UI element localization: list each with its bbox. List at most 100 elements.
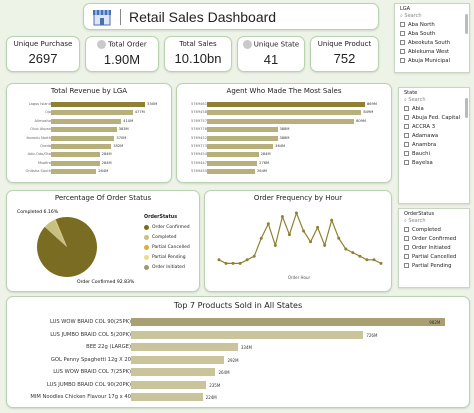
legend-swatch: [144, 234, 149, 240]
checkbox[interactable]: [404, 124, 409, 129]
checkbox[interactable]: [404, 106, 409, 111]
checkbox[interactable]: [404, 245, 409, 250]
bar-value: 388M: [279, 135, 290, 140]
slicer-item-label: Order Initiated: [412, 244, 451, 251]
bar: [207, 135, 278, 141]
checkbox[interactable]: [400, 31, 405, 36]
search-placeholder: Search: [404, 13, 422, 19]
bar: [51, 135, 115, 141]
slicer-item[interactable]: Order Initiated: [399, 243, 469, 252]
bar-label: LUS JUMBO BRAID COL 5(20PK): [50, 331, 131, 338]
bar-row: MIM Noodles Chicken Flavour 17g x 40 224M: [7, 392, 469, 403]
slicer-item-label: Partial Cancelled: [412, 253, 457, 260]
bar-label: 5769458: [190, 110, 207, 115]
checkbox[interactable]: [404, 236, 409, 241]
checkbox[interactable]: [404, 254, 409, 259]
legend-item: Order Initiated: [144, 262, 199, 272]
bar-value: 370M: [116, 135, 127, 140]
search-placeholder: Search: [408, 97, 426, 103]
legend-title: OrderStatus: [144, 215, 178, 220]
bar: [207, 110, 362, 116]
bar-label: Msafiro: [37, 160, 51, 165]
legend-label: Order Initiated: [152, 264, 185, 270]
bar-row: LUS WOW BRAID COL 90(25PK) 982M: [7, 317, 469, 328]
checkbox[interactable]: [404, 133, 409, 138]
chart-order-frequency: Order Frequency by Hour Order Hour: [204, 190, 392, 292]
slicer-item[interactable]: Aba North: [395, 20, 469, 29]
slicer-item[interactable]: Anambra: [399, 140, 469, 149]
bar-row: Ikorodu North 370M: [7, 135, 171, 142]
lga-slicer[interactable]: LGA ⌕ Search Aba North Aba South Abeokuta …: [394, 3, 470, 73]
bar-value: 869M: [367, 102, 377, 106]
kpi-value: 752: [333, 51, 356, 66]
pie-slice: [55, 219, 67, 247]
slicer-item[interactable]: Abuja Municipal: [395, 56, 469, 65]
data-point: [309, 240, 313, 244]
bar-row: 5769455 264M: [177, 168, 391, 175]
data-point: [245, 258, 249, 262]
slicer-item[interactable]: Bayelsa: [399, 158, 469, 167]
legend-swatch: [144, 264, 149, 270]
slicer-search[interactable]: ⌕ Search: [404, 218, 426, 224]
page-title: Retail Sales Dashboard: [129, 8, 277, 25]
slicer-item[interactable]: ACCRA 3: [399, 122, 469, 131]
slicer-item[interactable]: Partial Cancelled: [399, 252, 469, 261]
slicer-item[interactable]: Abuja Fed. Capital: [399, 113, 469, 122]
slicer-scrollbar[interactable]: [465, 14, 468, 34]
slicer-item[interactable]: Bauchi: [399, 149, 469, 158]
slicer-item[interactable]: Partial Pending: [399, 261, 469, 270]
checkbox[interactable]: [400, 49, 405, 54]
bar-row: 5769773 364M: [177, 143, 391, 150]
orderstatus-slicer[interactable]: OrderStatus ⌕ Search Completed Order Conf…: [398, 208, 470, 288]
bar-value: 410M: [123, 118, 134, 123]
state-slicer[interactable]: State ⌕ Search Abia Abuja Fed. Capital ACC…: [398, 87, 470, 204]
bar-row: LUS JUMBO BRAID COL 90(20PK) 235M: [7, 380, 469, 391]
slicer-item[interactable]: Completed: [399, 225, 469, 234]
checkbox[interactable]: [404, 115, 409, 120]
slicer-item[interactable]: Abeokuta South: [395, 38, 469, 47]
bar-row: 5769778 388M: [177, 126, 391, 133]
bar-label: Oredo: [40, 144, 51, 148]
data-point: [287, 233, 291, 237]
bar: [51, 110, 133, 116]
bar: [51, 144, 112, 149]
slicer-item-label: Anambra: [412, 141, 437, 148]
checkbox[interactable]: [400, 40, 405, 45]
bar: [131, 343, 238, 351]
title-card: Retail Sales Dashboard: [83, 3, 379, 30]
slicer-item[interactable]: Order Confirmed: [399, 234, 469, 243]
slicer-scrollbar[interactable]: [465, 98, 468, 118]
store-icon: [93, 9, 111, 25]
bar: [51, 118, 122, 124]
data-point: [252, 254, 256, 258]
bar: [51, 152, 100, 158]
checkbox[interactable]: [404, 142, 409, 147]
legend-item: Completed: [144, 232, 199, 242]
search-placeholder: Search: [408, 218, 426, 224]
slicer-item[interactable]: Adamawa: [399, 131, 469, 140]
checkbox[interactable]: [400, 58, 405, 63]
checkbox[interactable]: [404, 151, 409, 156]
checkbox[interactable]: [400, 22, 405, 27]
bar-label: 5769461: [190, 102, 207, 106]
bar-value: 224M: [205, 395, 217, 400]
bar-label: Ado-Odo/Ota: [27, 152, 51, 157]
slicer-item[interactable]: Ablekuma West: [395, 47, 469, 56]
bar-value: 292M: [227, 357, 239, 363]
slicer-search[interactable]: ⌕ Search: [404, 97, 426, 103]
bar-label: Oluo Akpan: [30, 127, 51, 132]
slicer-search[interactable]: ⌕ Search: [400, 13, 422, 19]
bar-label: 5769452: [190, 135, 207, 140]
slicer-title: State: [404, 90, 418, 96]
checkbox[interactable]: [404, 160, 409, 165]
slicer-item[interactable]: Aba South: [395, 29, 469, 38]
checkbox[interactable]: [404, 263, 409, 268]
slicer-item[interactable]: Abia: [399, 104, 469, 113]
checkbox[interactable]: [404, 227, 409, 232]
title-separator: [120, 8, 121, 25]
bar-row: 5769454 284M: [177, 151, 391, 158]
bar: [207, 144, 274, 149]
slicer-item-label: Ablekuma West: [408, 48, 450, 55]
bar-value: 352M: [113, 144, 124, 148]
slicer-item-label: Abuja Fed. Capital: [412, 114, 461, 121]
